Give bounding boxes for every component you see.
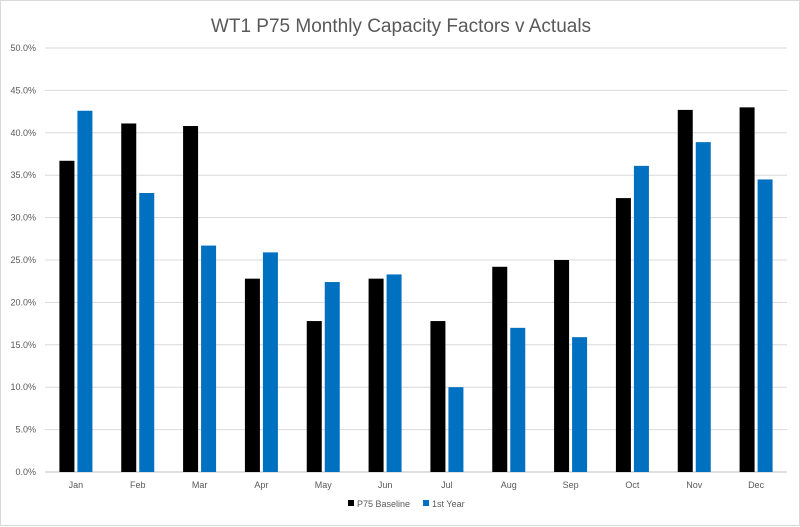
y-tick-label: 40.0% bbox=[10, 128, 36, 138]
y-tick-label: 15.0% bbox=[10, 340, 36, 350]
x-tick-label: Oct bbox=[625, 480, 640, 490]
legend-label: P75 Baseline bbox=[357, 499, 410, 509]
bars bbox=[59, 107, 773, 473]
bar-1st-year-mar bbox=[201, 245, 217, 472]
bar-p75-baseline-dec bbox=[739, 107, 755, 473]
bar-1st-year-oct bbox=[633, 165, 649, 472]
y-tick-label: 0.0% bbox=[15, 467, 36, 477]
bar-1st-year-feb bbox=[139, 193, 155, 472]
bar-p75-baseline-sep bbox=[554, 260, 570, 472]
bar-p75-baseline-oct bbox=[615, 198, 631, 472]
bar-p75-baseline-may bbox=[306, 321, 322, 472]
bar-p75-baseline-jul bbox=[430, 321, 446, 472]
x-tick-label: Feb bbox=[130, 480, 146, 490]
x-tick-label: Sep bbox=[563, 480, 579, 490]
y-tick-label: 25.0% bbox=[10, 255, 36, 265]
bar-p75-baseline-feb bbox=[121, 123, 137, 473]
y-tick-label: 30.0% bbox=[10, 213, 36, 223]
y-axis-tick-labels: 0.0% 5.0% 10.0% 15.0% 20.0% 25.0% 30.0% 35.0% 40… bbox=[10, 43, 36, 477]
chart-title: WT1 P75 Monthly Capacity Factors v Actua… bbox=[211, 16, 591, 37]
legend-label: 1st Year bbox=[432, 499, 465, 509]
bar-1st-year-may bbox=[324, 282, 340, 472]
bar-1st-year-aug bbox=[510, 327, 526, 472]
x-tick-label: Jul bbox=[441, 480, 453, 490]
gridlines bbox=[45, 47, 787, 473]
bar-p75-baseline-aug bbox=[492, 266, 508, 472]
x-tick-label: Mar bbox=[192, 480, 208, 490]
x-tick-label: Aug bbox=[501, 480, 517, 490]
x-tick-label: Jun bbox=[378, 480, 393, 490]
legend-swatch bbox=[423, 500, 430, 506]
legend: P75 Baseline 1st Year bbox=[348, 499, 465, 509]
y-tick-label: 20.0% bbox=[10, 297, 36, 307]
bar-1st-year-nov bbox=[695, 142, 711, 473]
bar-p75-baseline-apr bbox=[244, 278, 260, 472]
bar-1st-year-jan bbox=[77, 110, 93, 472]
bar-p75-baseline-jun bbox=[368, 278, 384, 472]
bar-1st-year-jul bbox=[448, 387, 464, 472]
bar-1st-year-jun bbox=[386, 274, 402, 472]
bar-1st-year-sep bbox=[572, 337, 588, 472]
x-axis-tick-labels: Jan Feb Mar Apr May Jun Jul Aug Sep Oct Nov Dec bbox=[69, 480, 765, 490]
y-tick-label: 45.0% bbox=[10, 85, 36, 95]
x-tick-label: Apr bbox=[254, 480, 268, 490]
bar-1st-year-apr bbox=[262, 252, 278, 472]
y-tick-label: 10.0% bbox=[10, 382, 36, 392]
legend-swatch bbox=[348, 500, 354, 506]
x-tick-label: Jan bbox=[69, 480, 84, 490]
x-tick-label: Dec bbox=[748, 480, 765, 490]
bar-p75-baseline-nov bbox=[677, 109, 693, 473]
bar-1st-year-dec bbox=[757, 179, 773, 472]
x-tick-label: Nov bbox=[686, 480, 703, 490]
bar-p75-baseline-jan bbox=[59, 160, 75, 472]
y-tick-label: 50.0% bbox=[10, 43, 36, 53]
y-tick-label: 35.0% bbox=[10, 170, 36, 180]
x-tick-label: May bbox=[315, 480, 333, 490]
y-tick-label: 5.0% bbox=[15, 425, 36, 435]
bar-p75-baseline-mar bbox=[183, 126, 199, 473]
